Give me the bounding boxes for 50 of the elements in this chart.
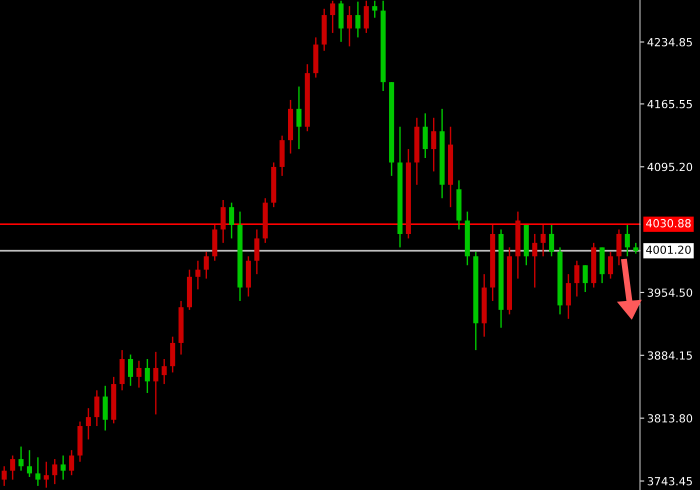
- candlestick: [69, 449, 74, 476]
- candlestick: [540, 224, 546, 257]
- y-tick-label: 3743.45: [648, 476, 692, 486]
- y-tick-label: 4234.85: [647, 38, 692, 46]
- candlestick: [2, 466, 7, 487]
- ref-line-label: 4030.88: [646, 219, 691, 228]
- candlestick: [566, 273, 571, 320]
- candlestick: [144, 358, 150, 394]
- ref-line-label: 4001.20: [646, 246, 691, 254]
- y-tick-label: 4165.55: [647, 100, 692, 108]
- candlestick: [633, 242, 638, 254]
- candlestick: [94, 390, 100, 427]
- candlestick: [229, 202, 234, 240]
- candlestick: [86, 407, 91, 440]
- candlestick: [170, 336, 176, 374]
- candlestick: [44, 461, 49, 488]
- candlestick: [364, 0, 369, 34]
- candlestick: [18, 446, 24, 472]
- y-tick-label: 3884.15: [648, 351, 692, 360]
- y-tick-label: 3954.50: [648, 288, 692, 297]
- candlestick: [204, 251, 209, 280]
- candlestick: [136, 360, 142, 388]
- candlestick: [220, 199, 226, 244]
- candlestick: [608, 251, 614, 280]
- candlestick: [60, 454, 66, 480]
- candlestick: [330, 0, 336, 34]
- y-tick-label: 3813.80: [648, 414, 692, 423]
- candlestick: [532, 233, 538, 288]
- candlestick: [153, 351, 158, 416]
- candlestick: [254, 228, 260, 275]
- candlestick: [102, 385, 108, 432]
- candlestick: [195, 260, 200, 290]
- candlestick: [549, 224, 554, 257]
- candlestick: [52, 458, 58, 485]
- candlestick: [296, 86, 302, 150]
- candlestick: [582, 264, 588, 293]
- candlestick: [26, 449, 32, 478]
- candlestick: [624, 224, 630, 257]
- y-tick-label: 4095.20: [647, 162, 692, 172]
- candlestick: [372, 0, 378, 18]
- candlestick: [35, 456, 40, 487]
- candlestick: [431, 117, 436, 172]
- candlestick: [128, 354, 134, 387]
- candlestick: [616, 228, 622, 266]
- candlestick: [346, 5, 352, 48]
- candlestick: [162, 358, 167, 385]
- candlestick: [422, 112, 428, 159]
- candlestick: [355, 0, 360, 38]
- candlestick: [574, 260, 580, 298]
- candlestick: [10, 454, 16, 480]
